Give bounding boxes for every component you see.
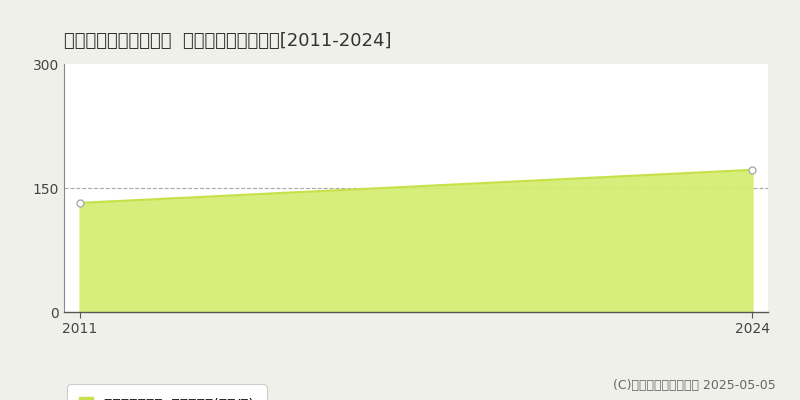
Legend: マンション価格  平均坪単価(万円/坪): マンション価格 平均坪単価(万円/坪) <box>71 388 262 400</box>
Text: 名古屋市千種区園山町  マンション価格推移[2011-2024]: 名古屋市千種区園山町 マンション価格推移[2011-2024] <box>64 32 391 50</box>
Text: (C)土地価格ドットコム 2025-05-05: (C)土地価格ドットコム 2025-05-05 <box>614 379 776 392</box>
